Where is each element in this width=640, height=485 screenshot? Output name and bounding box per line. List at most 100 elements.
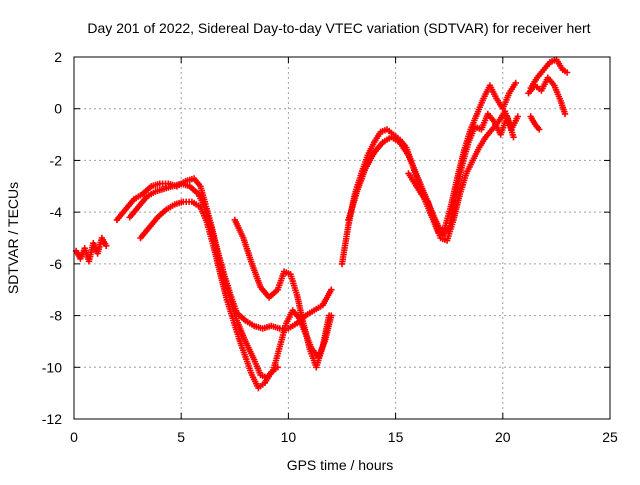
data-point (378, 140, 385, 148)
data-point (259, 381, 266, 388)
series-track-f (338, 79, 519, 268)
x-tick-label: 25 (602, 429, 618, 445)
series-track-c (126, 180, 335, 381)
data-point (222, 292, 229, 299)
data-point (481, 136, 488, 143)
data-point (476, 125, 483, 132)
data-point (561, 68, 569, 75)
data-point (239, 232, 246, 240)
data-point (549, 80, 556, 87)
data-point (538, 68, 546, 76)
series-track-h (405, 108, 521, 244)
data-point (129, 197, 136, 205)
data-point (530, 119, 538, 126)
data-point (293, 289, 300, 296)
data-point (299, 317, 307, 325)
data-point (489, 116, 496, 123)
data-point (436, 232, 443, 239)
data-point (551, 57, 558, 64)
data-point (327, 288, 334, 295)
x-tick-label: 0 (70, 429, 78, 445)
data-point (142, 195, 149, 202)
data-point (509, 131, 516, 139)
data-point (308, 308, 316, 315)
data-point (369, 141, 377, 148)
data-point (228, 312, 236, 320)
data-point (235, 333, 242, 340)
data-point (449, 219, 456, 226)
x-tick-label: 5 (177, 429, 185, 445)
data-point (416, 188, 424, 196)
data-point (256, 369, 263, 376)
data-point (376, 130, 383, 138)
plot-frame (73, 56, 611, 420)
data-point (272, 288, 280, 295)
data-point (532, 76, 539, 83)
y-tick-label: 2 (54, 49, 62, 65)
x-tick-label: 15 (388, 429, 404, 445)
data-point (456, 193, 463, 200)
y-tick-label: -8 (50, 308, 63, 324)
data-point (195, 181, 203, 188)
data-point (464, 141, 472, 148)
data-point (120, 208, 128, 215)
data-point (195, 202, 202, 209)
y-tick-label: -6 (50, 256, 63, 272)
data-point (493, 120, 501, 127)
y-tick-label: -4 (50, 204, 63, 220)
data-point (137, 192, 144, 199)
data-point (249, 354, 257, 361)
data-point (545, 60, 552, 68)
chart-title: Day 201 of 2022, Sidereal Day-to-day VTE… (87, 20, 590, 36)
data-point (413, 170, 420, 178)
series-track-a (72, 234, 110, 265)
data-point (534, 124, 541, 131)
data-point (209, 240, 216, 247)
data-point (318, 345, 326, 353)
data-point (505, 92, 512, 99)
data-point (133, 205, 141, 212)
data-point (282, 322, 289, 329)
data-point (369, 151, 377, 158)
data-point (325, 314, 332, 321)
y-tick-label: -2 (50, 152, 63, 168)
data-point (184, 182, 191, 189)
series-track-e (231, 216, 333, 371)
data-point (240, 316, 247, 323)
data-point (317, 303, 324, 310)
data-marks (72, 56, 571, 392)
data-point (256, 281, 263, 289)
data-point (193, 189, 200, 196)
data-point (169, 202, 176, 209)
x-tick-label: 20 (495, 429, 511, 445)
data-point (462, 172, 469, 179)
series-track-j (525, 74, 569, 118)
data-point (479, 97, 486, 104)
data-point (458, 164, 465, 171)
data-point (558, 64, 565, 72)
y-axis-title: SDTVAR / TECUs (5, 182, 21, 294)
data-point (153, 215, 160, 223)
x-axis-title: GPS time / hours (287, 457, 394, 473)
x-tick-label: 10 (281, 429, 297, 445)
data-point (158, 186, 166, 193)
data-point (487, 128, 494, 135)
data-point (266, 371, 274, 378)
data-point (291, 321, 298, 328)
data-point (410, 178, 417, 185)
data-point (561, 108, 568, 115)
data-point (241, 336, 248, 343)
data-point (473, 112, 480, 120)
series-track-d (137, 198, 281, 392)
data-point (248, 258, 255, 265)
data-point (430, 214, 437, 221)
data-point (216, 266, 223, 273)
data-point (276, 345, 283, 353)
data-point (248, 321, 256, 328)
data-point (101, 240, 109, 247)
data-point (185, 198, 193, 205)
data-point (150, 189, 157, 196)
